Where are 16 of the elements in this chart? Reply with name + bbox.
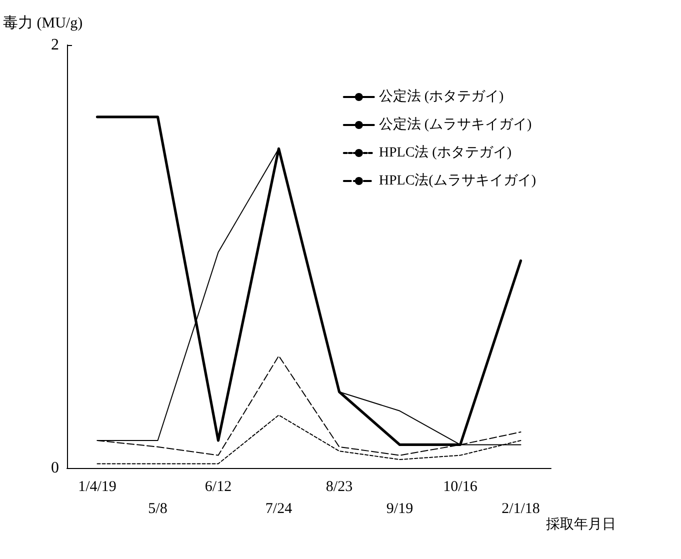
x-tick-label: 1/4/19	[78, 479, 116, 495]
x-tick-label: 9/19	[386, 501, 414, 517]
x-tick-label: 7/24	[265, 501, 293, 517]
y-axis-title: 毒力 (MU/g)	[3, 14, 83, 32]
x-tick-label: 10/16	[443, 479, 478, 495]
x-tick-label: 2/1/18	[502, 501, 540, 517]
legend-label: HPLC法(ムラサキイガイ)	[378, 172, 536, 188]
x-tick-label: 6/12	[204, 479, 232, 495]
x-tick-label: 8/23	[326, 479, 353, 495]
x-axis-title: 採取年月日	[546, 516, 616, 532]
legend-label: 公定法 (ムラサキイガイ)	[378, 116, 532, 132]
y-tick-label: 0	[51, 460, 59, 476]
y-tick-label: 2	[51, 36, 59, 54]
legend-label: 公定法 (ホタテガイ)	[378, 88, 504, 104]
legend-label: HPLC法 (ホタテガイ)	[378, 144, 512, 160]
x-tick-label: 5/8	[148, 501, 168, 517]
